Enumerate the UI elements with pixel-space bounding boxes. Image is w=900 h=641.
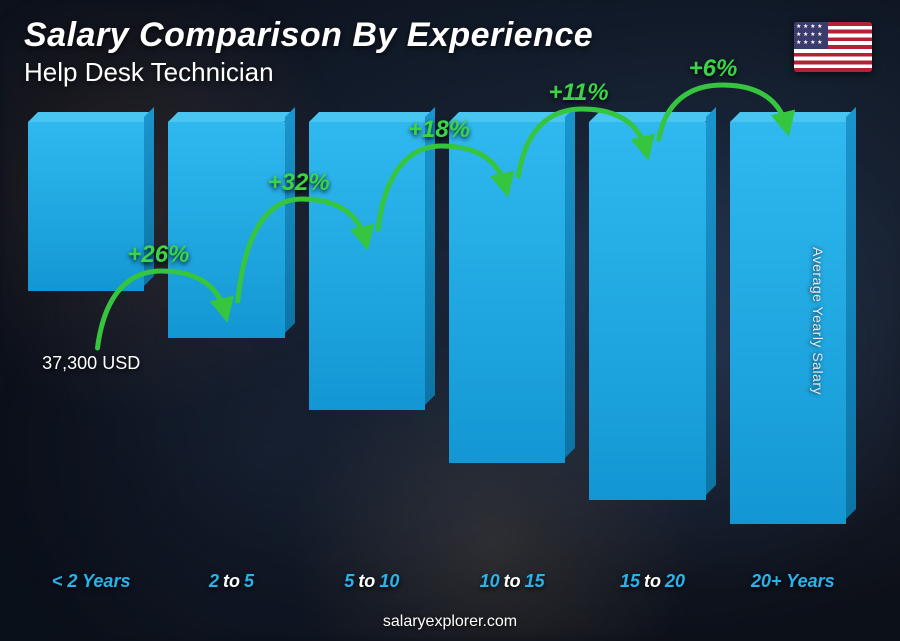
delta-arrow [659, 85, 787, 139]
delta-arrow [238, 199, 366, 301]
us-flag-icon [794, 22, 872, 72]
footer-credit: salaryexplorer.com [0, 613, 900, 631]
page-subtitle: Help Desk Technician [24, 57, 593, 88]
delta-arrow [97, 271, 225, 348]
delta-arrow [518, 109, 646, 176]
delta-arrow [378, 146, 506, 229]
delta-label: +32% [268, 169, 330, 197]
page-title: Salary Comparison By Experience [24, 16, 593, 55]
delta-label: +6% [689, 55, 738, 83]
delta-label: +26% [127, 241, 189, 269]
infographic-stage: Salary Comparison By Experience Help Des… [0, 0, 900, 641]
title-block: Salary Comparison By Experience Help Des… [24, 16, 593, 88]
salary-bar-chart: 37,300 USD47,200 USD62,200 USD73,200 USD… [28, 112, 856, 597]
delta-arrows-layer [28, 112, 856, 597]
y-axis-label: Average Yearly Salary [810, 247, 826, 395]
delta-label: +18% [408, 116, 470, 144]
